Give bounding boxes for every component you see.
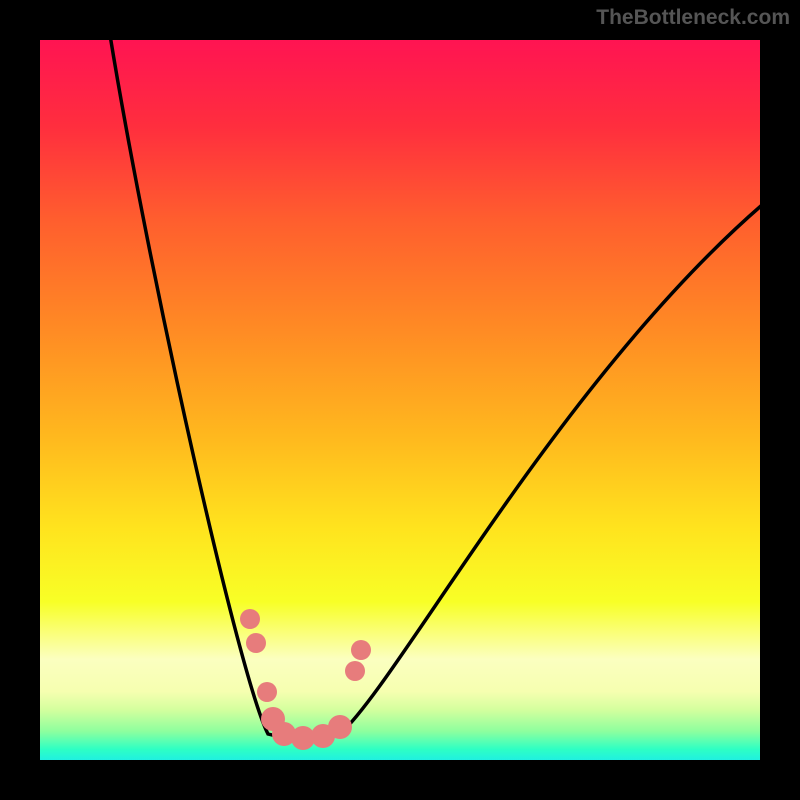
bottleneck-chart: [0, 0, 800, 800]
curve-marker: [257, 682, 277, 702]
curve-marker: [240, 609, 260, 629]
curve-marker: [345, 661, 365, 681]
curve-marker: [246, 633, 266, 653]
watermark-text: TheBottleneck.com: [596, 6, 790, 30]
plot-background: [40, 40, 760, 760]
curve-marker: [351, 640, 371, 660]
chart-container: TheBottleneck.com: [0, 0, 800, 800]
curve-marker: [328, 715, 352, 739]
